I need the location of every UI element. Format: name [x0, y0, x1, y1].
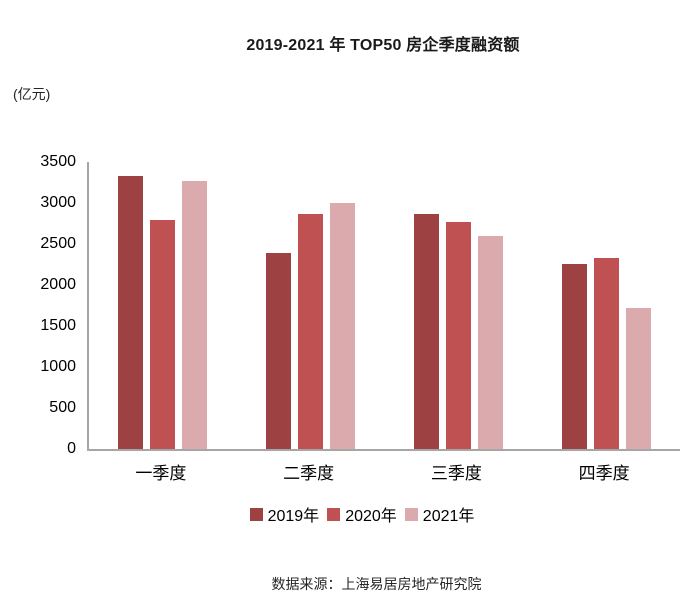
- source-note: 数据来源：上海易居房地产研究院: [271, 576, 482, 592]
- bar-2020-q2: [298, 214, 324, 449]
- x-axis-label-q1: 一季度: [135, 464, 187, 484]
- y-axis-tick-3000: 3000: [40, 194, 76, 211]
- bar-2019-q1: [118, 176, 144, 449]
- bar-2019-q4: [561, 264, 587, 449]
- bar-2021-q3: [477, 236, 503, 449]
- bar-2021-q4: [625, 308, 651, 449]
- y-axis-tick-2000: 2000: [40, 276, 76, 293]
- bar-2020-q4: [593, 258, 619, 449]
- bar-group-q3: [385, 162, 533, 449]
- x-axis-label-q3: 三季度: [430, 464, 482, 484]
- y-axis-tick-3500: 3500: [40, 153, 76, 170]
- x-axis-labels: 一季度 二季度 三季度 四季度: [87, 459, 678, 484]
- bar-2020-q1: [150, 220, 176, 449]
- bar-group-q2: [237, 162, 385, 449]
- bar-2021-q2: [330, 203, 356, 449]
- y-axis-tick-2500: 2500: [40, 235, 76, 252]
- bar-group-q1: [89, 162, 237, 449]
- bar-group-q4: [532, 162, 680, 449]
- legend-item-2019: 2019年: [249, 502, 320, 526]
- y-axis-tick-0: 0: [67, 440, 76, 457]
- legend-swatch-2021: [404, 507, 418, 521]
- y-axis-unit-label: (亿元): [13, 86, 51, 102]
- legend-item-2020: 2020年: [327, 502, 397, 526]
- bar-2019-q3: [413, 214, 439, 449]
- bar-2021-q1: [182, 181, 208, 449]
- legend-swatch-2020: [327, 507, 341, 521]
- chart-title: 2019-2021 年 TOP50 房企季度融资额: [246, 37, 520, 54]
- y-axis-tick-1500: 1500: [40, 317, 76, 334]
- legend-label-2020: 2020年: [345, 508, 397, 525]
- y-axis-tick-500: 500: [49, 399, 76, 416]
- x-axis-label-q2: 二季度: [283, 464, 335, 484]
- y-axis-tick-1000: 1000: [40, 358, 76, 375]
- x-axis-label-q4: 四季度: [578, 464, 630, 484]
- legend-swatch-2019: [249, 507, 263, 521]
- plot-area: [87, 162, 680, 451]
- chart-legend: 2019年 2020年 2021年: [28, 502, 696, 526]
- legend-item-2021: 2021年: [404, 502, 475, 526]
- bar-2019-q2: [266, 253, 292, 449]
- legend-label-2021: 2021年: [422, 508, 475, 525]
- legend-label-2019: 2019年: [267, 508, 320, 525]
- bar-2020-q3: [445, 222, 471, 449]
